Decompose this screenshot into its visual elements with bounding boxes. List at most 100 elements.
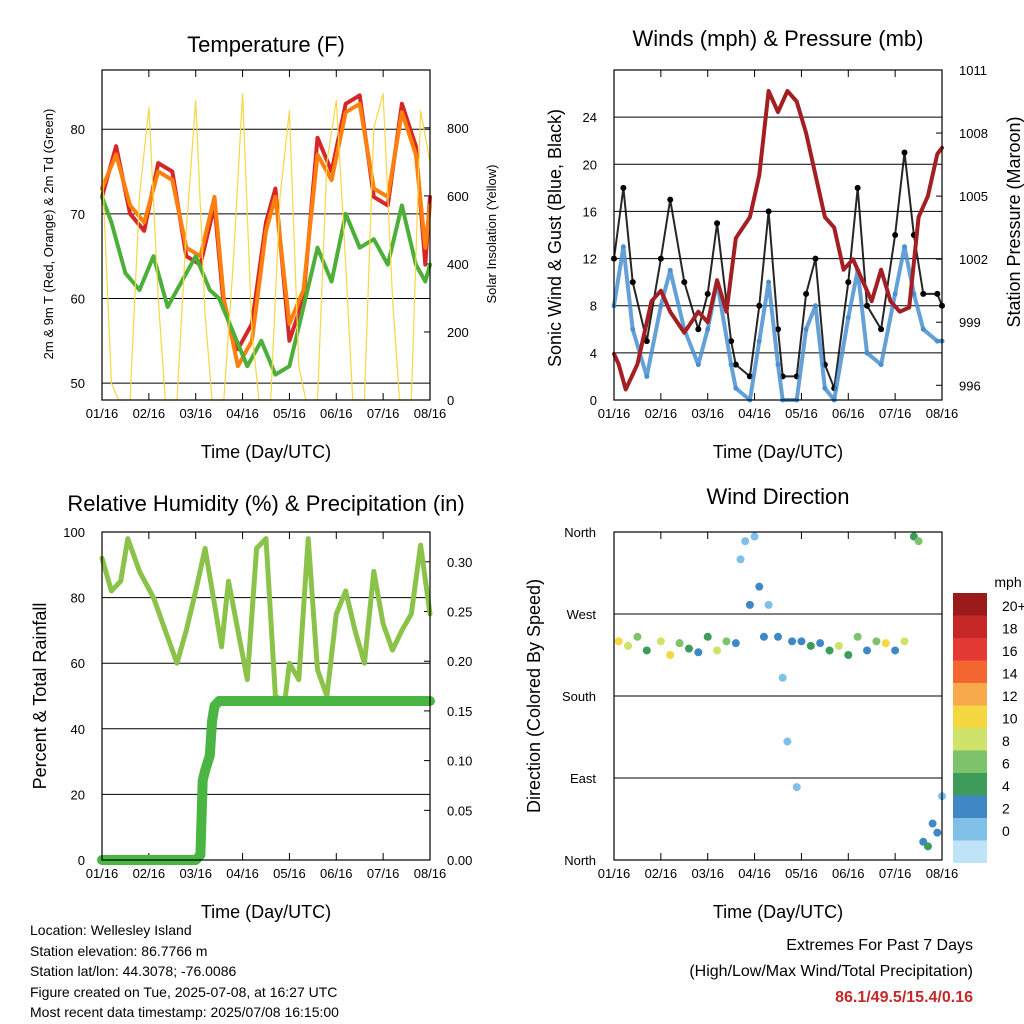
y2-tick-label: 200 <box>447 325 469 340</box>
x-tick-label: 01/16 <box>598 406 631 421</box>
legend-swatch <box>953 773 987 796</box>
humidity-ylabel: Percent & Total Rainfall <box>30 603 50 790</box>
legend-label: 16 <box>1002 643 1018 659</box>
legend-swatch <box>953 750 987 773</box>
y-tick-label: 24 <box>583 110 597 125</box>
x-tick-label: 08/16 <box>414 866 447 881</box>
series-line-gust <box>613 151 943 390</box>
y-tick-label: South <box>562 689 596 704</box>
legend-swatch <box>953 660 987 683</box>
plot-frame <box>613 69 943 401</box>
humidity-xlabel: Time (Day/UTC) <box>201 902 331 922</box>
location-text: Location: Wellesley Island <box>30 922 192 938</box>
series-point <box>620 184 627 191</box>
series-point <box>705 326 711 332</box>
y2-tick-label: 0.20 <box>447 654 472 669</box>
y-tick-label: 50 <box>71 376 85 391</box>
direction-point <box>783 737 792 746</box>
direction-point <box>914 537 923 546</box>
y2-tick-label: 0.05 <box>447 803 472 818</box>
direction-point <box>923 842 932 851</box>
direction-point <box>928 819 937 828</box>
extremes-title: Extremes For Past 7 Days <box>786 937 973 954</box>
series-point <box>864 350 870 356</box>
direction-point <box>675 639 684 648</box>
y2-tick-label: 1002 <box>959 252 988 267</box>
direction-point <box>750 532 759 541</box>
y2-tick-label: 0.10 <box>447 754 472 769</box>
series-point <box>704 290 711 297</box>
x-tick-label: 06/16 <box>832 406 865 421</box>
series-point <box>695 362 701 368</box>
series-point <box>812 303 818 309</box>
y-tick-label: 16 <box>583 204 597 219</box>
series-point <box>629 279 636 286</box>
x-tick-label: 04/16 <box>738 866 771 881</box>
legend-label: 6 <box>1002 756 1010 772</box>
series-point <box>657 255 664 262</box>
series-point <box>756 302 763 309</box>
series-point <box>803 290 810 297</box>
x-tick-label: 07/16 <box>367 406 400 421</box>
x-tick-label: 07/16 <box>879 406 912 421</box>
series-point <box>746 373 753 380</box>
direction-point <box>656 637 665 646</box>
series-point <box>892 291 898 297</box>
x-tick-label: 05/16 <box>273 866 306 881</box>
direction-point <box>642 646 651 655</box>
direction-point <box>774 632 782 641</box>
x-tick-label: 05/16 <box>785 866 818 881</box>
temperature-xlabel: Time (Day/UTC) <box>201 442 331 462</box>
series-point <box>728 362 734 368</box>
direction-point <box>797 637 806 646</box>
direction-point <box>825 646 834 655</box>
series-point <box>812 255 819 262</box>
direction-point <box>666 651 675 659</box>
temperature-y2label: Solar Insolation (Yellow) <box>484 165 499 304</box>
y-tick-label: North <box>564 853 596 868</box>
series-point <box>644 373 650 379</box>
series-point <box>775 362 781 368</box>
x-tick-label: 05/16 <box>273 406 306 421</box>
series-line-pressure <box>612 89 944 392</box>
created-text: Figure created on Tue, 2025-07-08, at 16… <box>30 983 338 1000</box>
y-tick-label: 4 <box>590 346 597 361</box>
series-point <box>934 338 940 344</box>
y2-tick-label: 999 <box>959 315 981 330</box>
x-tick-label: 07/16 <box>879 866 912 881</box>
legend-label: 2 <box>1002 801 1010 817</box>
series-line-precip <box>97 696 435 865</box>
legend-label: 10 <box>1002 711 1018 727</box>
series-point <box>756 338 762 344</box>
direction-point <box>755 582 764 591</box>
temperature-ylabel: 2m & 9m T (Red, Orange) & 2m Td (Green) <box>41 109 56 360</box>
y2-tick-label: 1005 <box>959 189 988 204</box>
direction-point <box>633 632 642 641</box>
y2-tick-label: 0.00 <box>447 853 472 868</box>
wind-direction-ylabel: Direction (Colored By Speed) <box>524 579 544 813</box>
series-point <box>728 338 735 345</box>
y2-tick-label: 1008 <box>959 126 988 141</box>
series-line-9m-t <box>100 101 432 369</box>
legend-swatch <box>953 593 987 616</box>
station-info: Location: Wellesley Island Station eleva… <box>30 920 339 1023</box>
series-point <box>667 267 673 273</box>
y-tick-label: 80 <box>71 591 85 606</box>
series-point <box>732 361 739 368</box>
winds-xlabel: Time (Day/UTC) <box>713 442 843 462</box>
y2-tick-label: 800 <box>447 121 469 136</box>
wind-direction-title: Wind Direction <box>706 484 849 509</box>
winds-y2label: Station Pressure (Maroon) <box>1004 116 1024 327</box>
direction-point <box>891 646 900 655</box>
legend-swatch <box>953 728 987 751</box>
series-point <box>902 244 908 250</box>
legend-label: 14 <box>1002 666 1018 682</box>
extremes-block: Extremes For Past 7 Days (High/Low/Max W… <box>689 933 973 1011</box>
legend-label: 8 <box>1002 733 1010 749</box>
series-point <box>630 326 636 332</box>
y-tick-label: 0 <box>78 853 85 868</box>
series-point <box>920 326 926 332</box>
plot-frame <box>101 69 431 401</box>
